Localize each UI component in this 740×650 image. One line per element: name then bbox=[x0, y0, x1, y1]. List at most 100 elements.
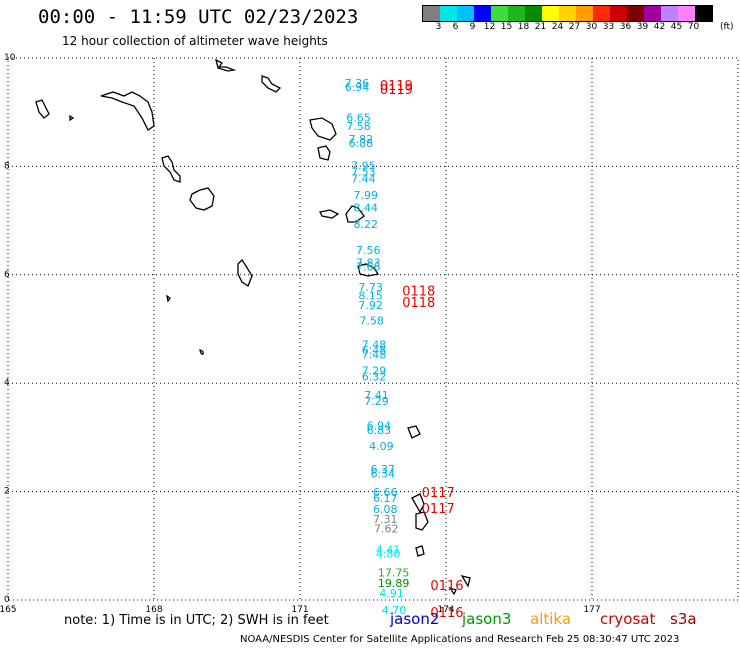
wave-height-label: 6.37 bbox=[371, 463, 396, 476]
time-label: 0116 bbox=[430, 606, 463, 621]
island bbox=[161, 155, 181, 183]
time-label: 0116 bbox=[430, 579, 463, 594]
y-tick-label: 0 bbox=[4, 595, 10, 605]
colorbar-swatch bbox=[423, 6, 440, 21]
time-label: 0119 bbox=[380, 83, 413, 98]
wave-height-readings: 7.366.946.657.587.826.887.957.537.447.99… bbox=[345, 77, 410, 617]
x-tick-label: 165 bbox=[0, 605, 17, 615]
island-outlines bbox=[35, 58, 471, 596]
colorbar-swatch bbox=[678, 6, 695, 21]
colorbar-swatch bbox=[525, 6, 542, 21]
colorbar-swatch bbox=[661, 6, 678, 21]
colorbar-label: 18 bbox=[517, 22, 530, 32]
island bbox=[357, 263, 380, 277]
wave-height-label: 4.70 bbox=[382, 604, 407, 617]
map-grid: 165 168 171 174 177 10 8 6 4 2 0 bbox=[0, 53, 739, 615]
island bbox=[319, 209, 340, 219]
island bbox=[100, 91, 155, 131]
legend-s3a: s3a bbox=[670, 610, 697, 628]
wave-height-label: 8.22 bbox=[354, 218, 379, 231]
y-tick-label: 4 bbox=[4, 378, 10, 388]
legend-jason2: jason2 bbox=[390, 610, 440, 628]
island bbox=[415, 511, 429, 531]
colorbar-swatch bbox=[508, 6, 525, 21]
colorbar-swatch bbox=[474, 6, 491, 21]
island bbox=[415, 545, 425, 557]
colorbar-label: 45 bbox=[670, 22, 683, 32]
wave-height-colorbar bbox=[422, 5, 713, 22]
island bbox=[189, 187, 215, 211]
island bbox=[345, 205, 365, 223]
wave-height-label: 7.56 bbox=[356, 244, 381, 257]
x-tick-label: 168 bbox=[145, 605, 162, 615]
colorbar-swatch bbox=[593, 6, 610, 21]
island bbox=[460, 574, 471, 588]
wave-height-label: 6.17 bbox=[373, 492, 398, 505]
wave-height-label: 7.82 bbox=[349, 133, 374, 146]
colorbar-swatch bbox=[440, 6, 457, 21]
wave-height-label: 6.83 bbox=[367, 424, 392, 437]
wave-height-label: 6.48 bbox=[362, 344, 387, 357]
colorbar-swatch bbox=[644, 6, 661, 21]
wave-height-label: 7.36 bbox=[345, 77, 370, 90]
colorbar-label: 30 bbox=[585, 22, 598, 32]
chart-title: 00:00 - 11:59 UTC 02/23/2023 bbox=[38, 6, 359, 28]
colorbar-label: 12 bbox=[483, 22, 496, 32]
wave-height-label: 6.66 bbox=[373, 486, 398, 499]
x-tick-label: 171 bbox=[291, 605, 308, 615]
wave-height-label: 19.89 bbox=[378, 577, 410, 590]
wave-height-label: 7.48 bbox=[362, 338, 387, 351]
island bbox=[199, 349, 204, 355]
wave-height-label: 17.75 bbox=[378, 567, 410, 580]
wave-height-label: 6.34 bbox=[371, 467, 396, 480]
wave-height-label: 4.09 bbox=[369, 440, 394, 453]
colorbar-label: 33 bbox=[602, 22, 615, 32]
island bbox=[407, 425, 421, 439]
colorbar-swatch bbox=[457, 6, 474, 21]
colorbar-label: 70 bbox=[687, 22, 700, 32]
wave-height-label: 7.53 bbox=[351, 166, 376, 179]
colorbar-label: 42 bbox=[653, 22, 666, 32]
colorbar-label: 9 bbox=[469, 22, 476, 32]
colorbar-swatch bbox=[576, 6, 593, 21]
wave-height-label: 6.88 bbox=[349, 137, 374, 150]
wave-height-label: 6.94 bbox=[345, 81, 370, 94]
colorbar-swatch bbox=[610, 6, 627, 21]
wave-height-label: 7.99 bbox=[354, 189, 379, 202]
legend-jason3: jason3 bbox=[462, 610, 512, 628]
colorbar-label: 3 bbox=[435, 22, 442, 32]
footer-credit: NOAA/NESDIS Center for Satellite Applica… bbox=[240, 634, 680, 645]
wave-height-label: 7.92 bbox=[358, 299, 383, 312]
legend-cryosat: cryosat bbox=[600, 610, 656, 628]
note-text: note: 1) Time is in UTC; 2) SWH is in fe… bbox=[64, 613, 329, 628]
wave-height-label: 7.44 bbox=[351, 173, 376, 186]
y-tick-label: 6 bbox=[4, 270, 10, 280]
time-label: 0118 bbox=[402, 296, 435, 311]
wave-height-label: 7.48 bbox=[362, 349, 387, 362]
island bbox=[411, 493, 425, 514]
y-tick-label: 2 bbox=[4, 487, 10, 497]
wave-height-label: 4.41 bbox=[376, 543, 401, 556]
wave-height-label: 7.58 bbox=[346, 120, 371, 133]
island bbox=[69, 114, 75, 122]
time-label: 0117 bbox=[422, 486, 455, 501]
chart-subtitle: 12 hour collection of altimeter wave hei… bbox=[62, 34, 328, 48]
colorbar-label: 36 bbox=[619, 22, 632, 32]
wave-height-label: 6.32 bbox=[362, 370, 387, 383]
island bbox=[448, 586, 457, 596]
colorbar-label: 21 bbox=[534, 22, 547, 32]
colorbar-label: 39 bbox=[636, 22, 649, 32]
wave-height-label: 8.15 bbox=[358, 290, 383, 303]
x-tick-label: 174 bbox=[437, 605, 454, 615]
time-label: 0118 bbox=[402, 285, 435, 300]
island bbox=[309, 117, 337, 141]
wave-height-label: 4.80 bbox=[376, 548, 401, 561]
colorbar-swatch bbox=[627, 6, 644, 21]
wave-height-label: 4.91 bbox=[379, 587, 404, 600]
map-frame bbox=[7, 57, 739, 601]
y-tick-label: 10 bbox=[4, 53, 16, 63]
island bbox=[261, 75, 282, 93]
island bbox=[237, 258, 253, 287]
